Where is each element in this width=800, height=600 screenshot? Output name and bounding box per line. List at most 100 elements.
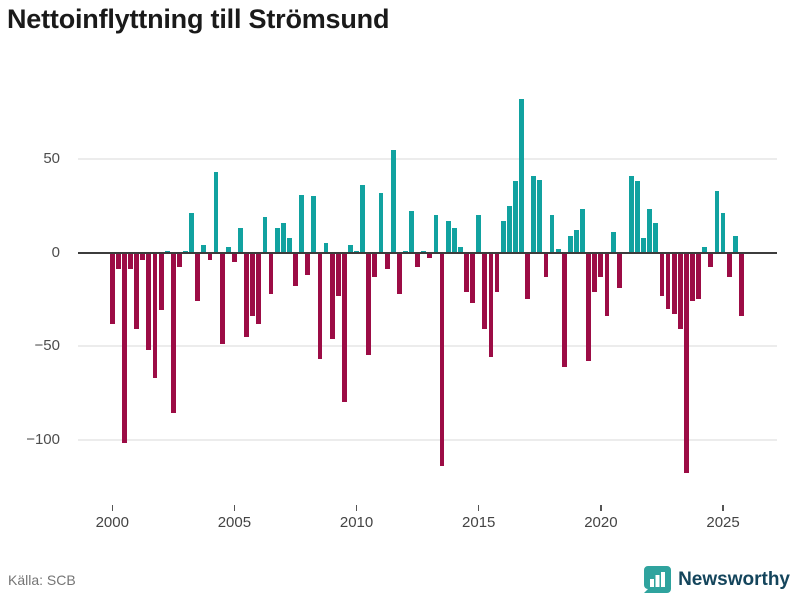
newsworthy-logo-icon xyxy=(644,566,672,593)
bar-q24 xyxy=(256,252,262,324)
bar-q30 xyxy=(293,252,298,287)
y-tick-label: −50 xyxy=(34,337,60,354)
bar-q63 xyxy=(494,252,500,292)
bar-q38 xyxy=(341,252,347,403)
bar-q4 xyxy=(134,252,140,330)
bar-q39 xyxy=(348,245,353,253)
bar-q59 xyxy=(470,252,476,303)
bar-q42 xyxy=(366,252,372,356)
bar-q5 xyxy=(140,252,146,260)
bar-q50 xyxy=(415,252,421,268)
x-tick-label-2000: 2000 xyxy=(95,514,129,531)
bar-q76 xyxy=(574,230,579,253)
bar-q32 xyxy=(305,252,311,275)
bar-q26 xyxy=(268,252,274,294)
bar-q20 xyxy=(232,252,237,262)
bar-q88 xyxy=(647,209,653,253)
bar-q100 xyxy=(720,213,726,253)
bar-q58 xyxy=(464,252,469,292)
bar-q47 xyxy=(396,252,402,294)
bar-q77 xyxy=(580,209,585,253)
bar-q74 xyxy=(561,252,567,367)
x-tick-label-2025: 2025 xyxy=(706,514,740,531)
bar-q29 xyxy=(286,237,292,253)
bar-q14 xyxy=(195,252,201,302)
bar-q25 xyxy=(262,216,268,253)
bar-q89 xyxy=(653,222,659,253)
gridline-y-50 xyxy=(78,158,777,160)
bar-q37 xyxy=(335,252,341,296)
bar-q0 xyxy=(109,252,115,324)
bar-q79 xyxy=(592,252,598,292)
bar-q10 xyxy=(170,252,176,414)
bar-q16 xyxy=(207,252,213,260)
brand-name: Newsworthy xyxy=(678,568,790,590)
bar-q81 xyxy=(604,252,610,317)
bar-q3 xyxy=(128,252,133,270)
plot-area xyxy=(78,65,777,477)
bar-q19 xyxy=(225,246,231,253)
bar-q83 xyxy=(616,252,622,289)
bar-q6 xyxy=(146,252,152,350)
bar-q35 xyxy=(323,243,329,253)
bar-q36 xyxy=(329,252,335,339)
bar-q64 xyxy=(500,220,506,253)
bar-q23 xyxy=(250,252,256,317)
bar-q95 xyxy=(690,252,695,302)
bar-q22 xyxy=(244,252,250,337)
bar-q102 xyxy=(732,235,738,253)
brand-logo: Newsworthy xyxy=(644,566,790,593)
bar-q65 xyxy=(506,205,512,253)
bar-q18 xyxy=(219,252,225,345)
bar-q87 xyxy=(641,237,647,253)
bar-q75 xyxy=(567,235,573,253)
bar-q11 xyxy=(177,252,182,268)
x-tick-2005 xyxy=(233,505,236,511)
bar-q8 xyxy=(158,252,164,311)
bar-q85 xyxy=(629,175,634,253)
bar-q69 xyxy=(531,175,537,253)
bar-q17 xyxy=(213,172,219,253)
bar-q13 xyxy=(189,213,195,253)
x-tick-label-2020: 2020 xyxy=(584,514,618,531)
x-tick-2025 xyxy=(722,505,724,511)
bar-q98 xyxy=(708,252,714,268)
gridline-y--50 xyxy=(78,345,777,347)
bar-q60 xyxy=(476,215,482,253)
x-tick-label-2010: 2010 xyxy=(339,514,374,531)
bar-q71 xyxy=(543,252,549,277)
bar-q45 xyxy=(384,252,390,270)
bar-q33 xyxy=(311,196,317,253)
bar-q49 xyxy=(409,211,414,253)
bar-q27 xyxy=(274,228,280,253)
bar-q44 xyxy=(378,192,384,253)
bar-q61 xyxy=(482,252,488,330)
bar-q82 xyxy=(610,231,616,253)
y-tick-label: −100 xyxy=(26,430,60,448)
bar-q28 xyxy=(280,222,286,253)
bar-q92 xyxy=(671,252,677,315)
bar-q94 xyxy=(684,252,689,474)
bar-q55 xyxy=(445,220,451,253)
bar-q70 xyxy=(537,179,543,253)
bar-q1 xyxy=(115,252,121,270)
bar-q2 xyxy=(122,252,127,444)
y-tick-label: 50 xyxy=(43,150,60,167)
bar-q57 xyxy=(458,246,463,253)
bar-q73 xyxy=(555,248,561,253)
bar-q67 xyxy=(519,99,524,253)
x-tick-2000 xyxy=(111,505,113,511)
bar-q43 xyxy=(372,252,378,277)
bar-q97 xyxy=(702,246,708,253)
bar-q41 xyxy=(360,185,366,253)
bar-q86 xyxy=(635,181,640,253)
bar-q68 xyxy=(525,252,530,300)
x-tick-2015 xyxy=(477,505,480,511)
zero-axis-line xyxy=(78,251,777,254)
bar-q53 xyxy=(433,215,439,253)
bar-q46 xyxy=(390,149,396,253)
bar-q103 xyxy=(738,252,744,317)
bar-q90 xyxy=(659,252,665,296)
bar-q56 xyxy=(451,228,457,253)
x-tick-label-2005: 2005 xyxy=(217,514,252,531)
